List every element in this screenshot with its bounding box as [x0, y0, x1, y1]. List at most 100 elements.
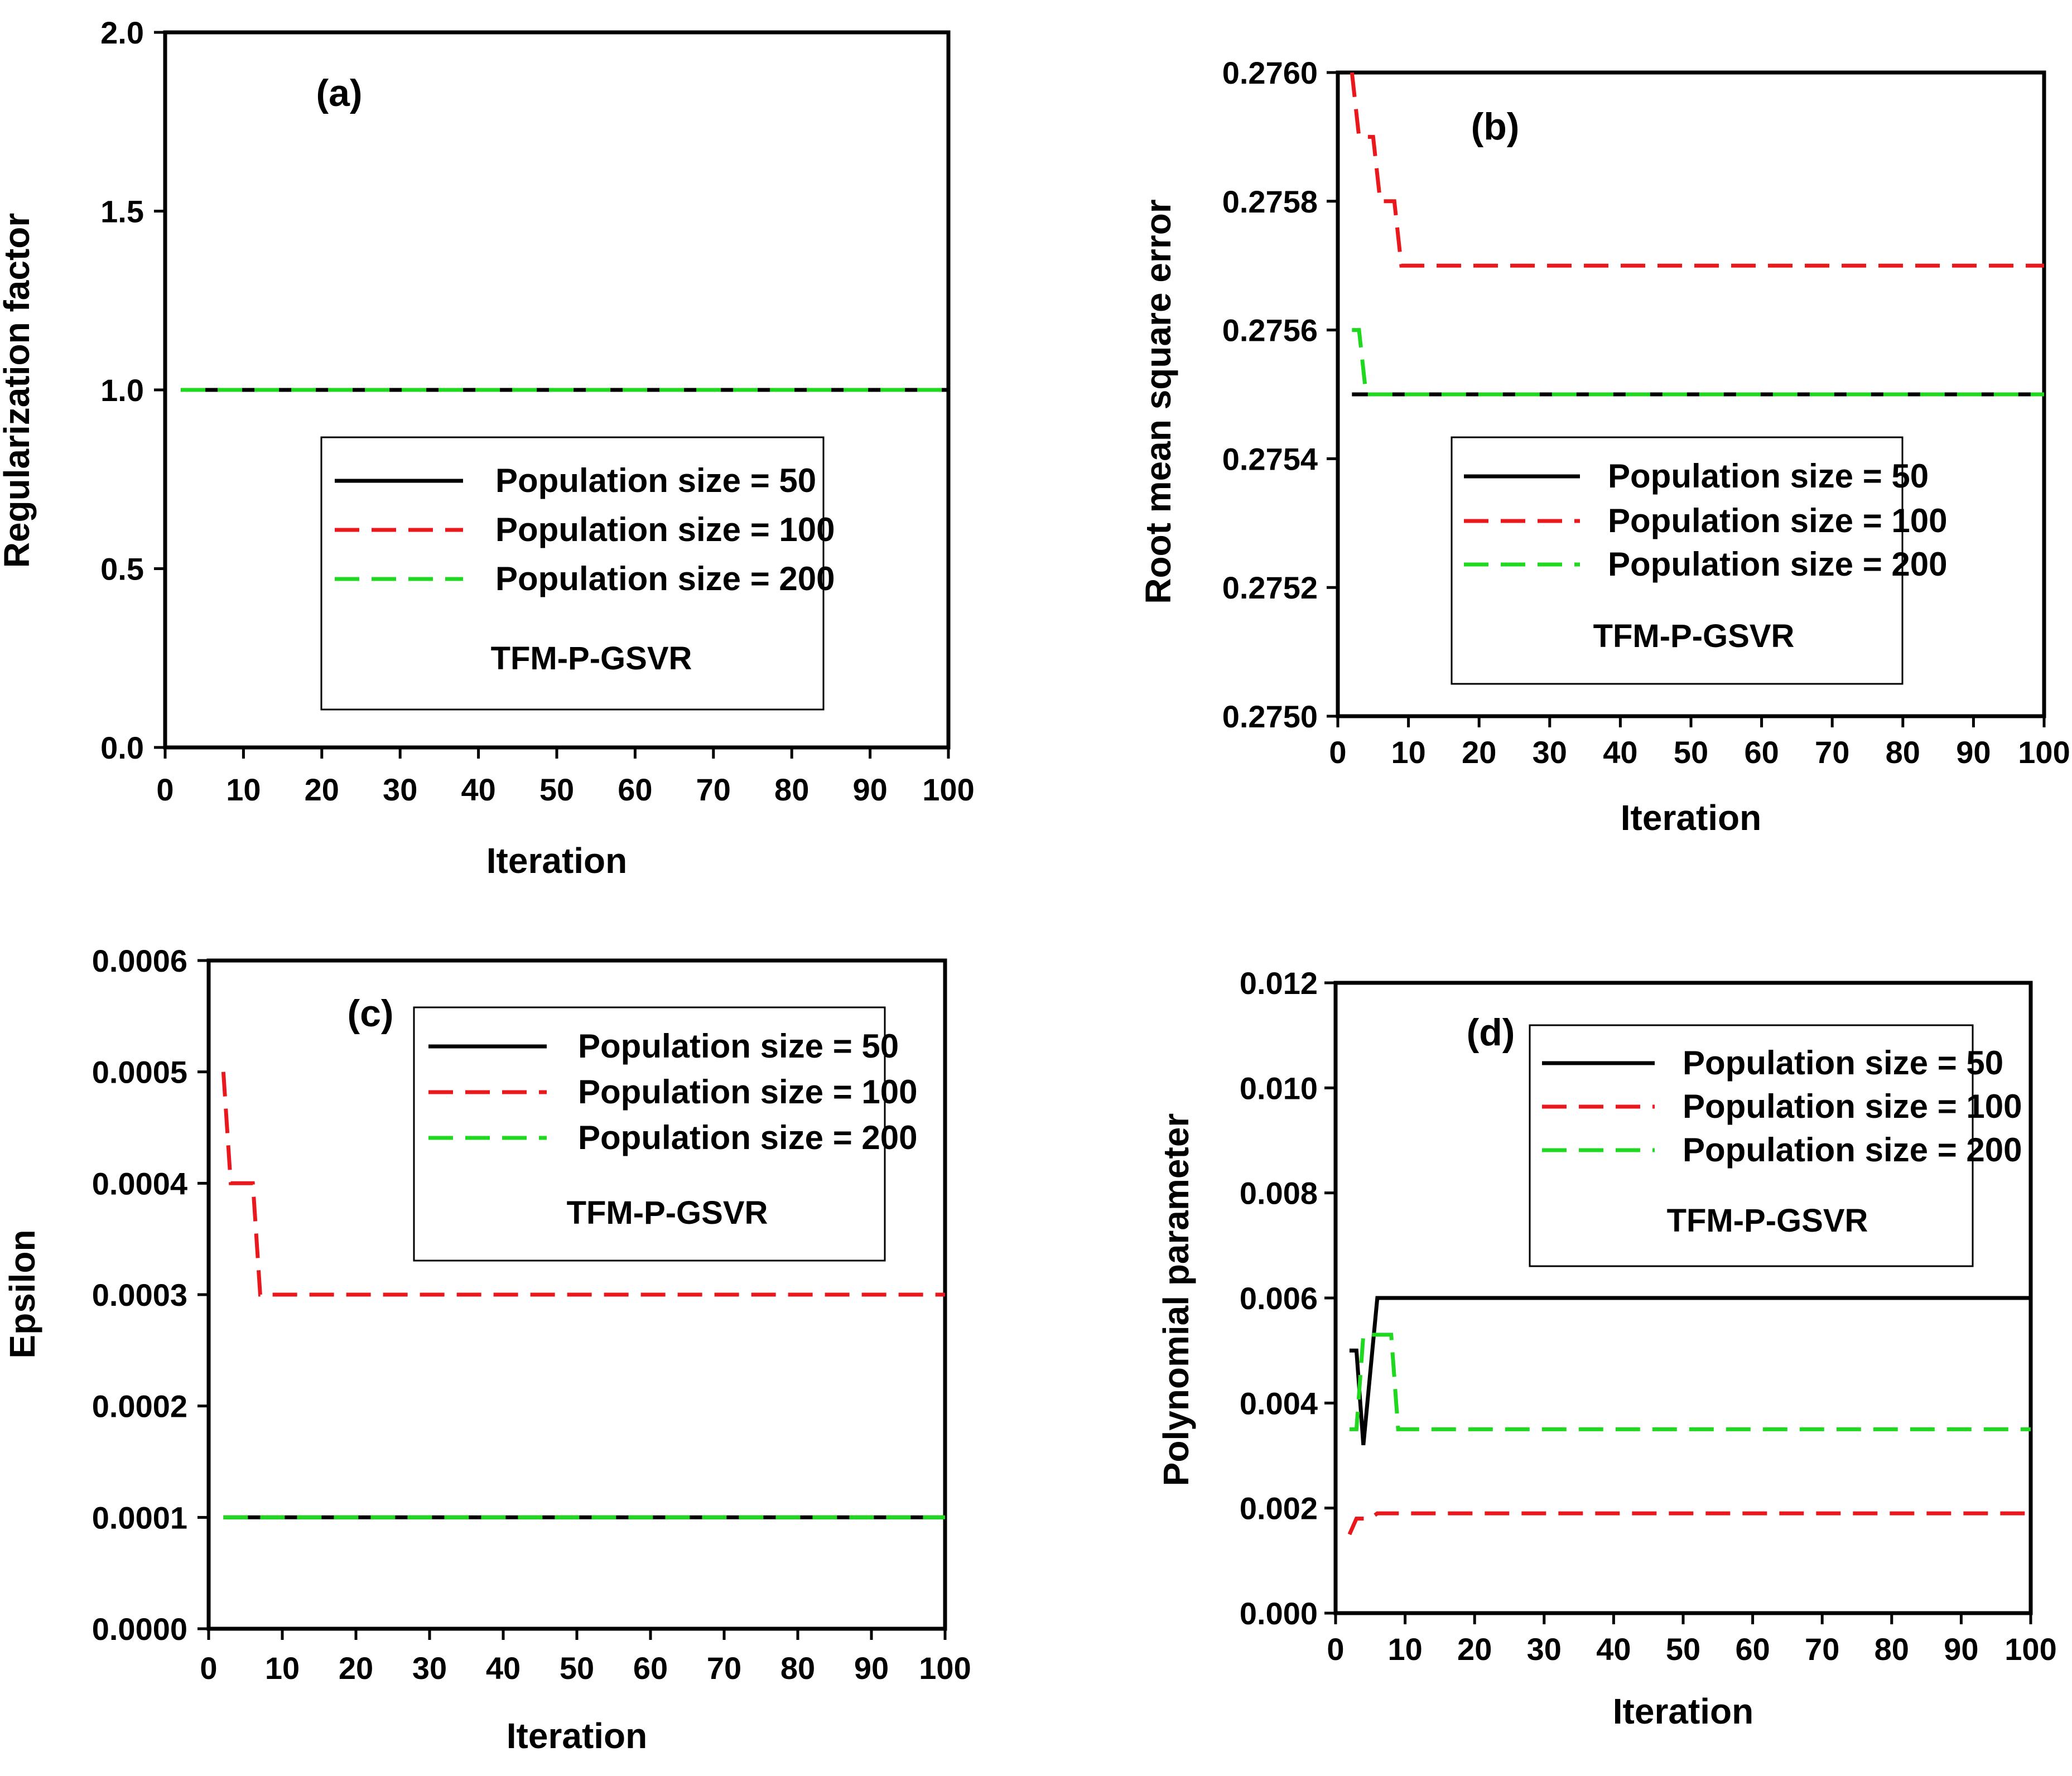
legend-entry: Population size = 100 [1608, 502, 1948, 539]
model-annotation: TFM-P-GSVR [1667, 1203, 1868, 1239]
panel-label: (a) [316, 72, 362, 114]
y-tick-label: 0.0001 [92, 1500, 187, 1535]
x-tick-label: 80 [780, 1650, 815, 1686]
series-line-pop50 [1349, 1296, 2031, 1446]
x-tick-label: 70 [1815, 735, 1849, 770]
x-axis-title: Iteration [1621, 798, 1761, 838]
x-axis-title: Iteration [486, 841, 627, 881]
legend-entry: Population size = 50 [1683, 1044, 2003, 1082]
x-tick-label: 100 [2004, 1632, 2056, 1667]
x-tick-label: 10 [1387, 1632, 1422, 1667]
x-tick-label: 70 [707, 1650, 741, 1686]
x-tick-label: 20 [1457, 1632, 1492, 1667]
x-axis-title: Iteration [1613, 1691, 1753, 1731]
legend-entry: Population size = 50 [1608, 457, 1929, 495]
y-axis-title: Polynomial parameter [1156, 1113, 1196, 1487]
x-tick-label: 30 [1533, 735, 1567, 770]
y-tick-label: 0.0005 [92, 1055, 187, 1090]
legend-entry: Population size = 100 [578, 1073, 918, 1111]
x-tick-label: 60 [1744, 735, 1779, 770]
y-axis-title: Root mean square error [1138, 199, 1178, 604]
legend-entry: Population size = 200 [1608, 546, 1948, 583]
x-tick-label: 50 [539, 772, 574, 807]
x-tick-label: 90 [854, 1650, 889, 1686]
x-tick-label: 60 [1735, 1632, 1770, 1667]
x-tick-label: 90 [1956, 735, 1991, 770]
x-tick-label: 80 [1875, 1632, 1909, 1667]
series-line-pop100 [1347, 1511, 2031, 1536]
model-annotation: TFM-P-GSVR [567, 1195, 768, 1231]
y-tick-label: 0.2758 [1222, 184, 1318, 219]
model-annotation: TFM-P-GSVR [491, 640, 692, 677]
x-axis-title: Iteration [507, 1716, 647, 1756]
y-tick-label: 0.2760 [1222, 55, 1318, 90]
x-tick-label: 40 [486, 1650, 521, 1686]
x-tick-label: 10 [1391, 735, 1425, 770]
y-tick-label: 0.2754 [1222, 441, 1318, 476]
y-axis-title: Regularization factor [0, 213, 37, 568]
legend-entry: Population size = 200 [1683, 1131, 2022, 1169]
x-tick-label: 100 [2018, 735, 2070, 770]
x-tick-label: 30 [383, 772, 417, 807]
x-tick-label: 100 [919, 1650, 971, 1686]
chart-panel-3: 0 10 20 30 40 50 60 70 80 90 100 0.0000 0.0001 0.0002… [2, 943, 971, 1756]
x-tick-label: 50 [1666, 1632, 1700, 1667]
legend: Population size = 50 Population size = 10… [1451, 436, 1948, 685]
x-tick-label: 20 [305, 772, 339, 807]
y-tick-label: 0.006 [1240, 1281, 1318, 1316]
y-tick-label: 0.0000 [92, 1611, 187, 1647]
x-tick-label: 90 [852, 772, 887, 807]
legend: Population size = 50 Population size = 10… [1529, 1024, 2022, 1267]
y-tick-label: 1.5 [100, 194, 144, 229]
x-tick-label: 0 [156, 772, 174, 807]
y-tick-label: 0.5 [100, 552, 144, 587]
y-tick-label: 0.010 [1240, 1070, 1318, 1106]
y-tick-label: 2.0 [100, 15, 144, 50]
y-tick-label: 0.0006 [92, 943, 187, 978]
legend-entry: Population size = 200 [495, 560, 835, 597]
panel-label: (c) [347, 992, 393, 1035]
y-tick-label: 0.2756 [1222, 313, 1318, 348]
y-tick-label: 0.004 [1240, 1386, 1318, 1421]
x-tick-label: 100 [922, 772, 974, 807]
model-annotation: TFM-P-GSVR [1593, 618, 1795, 654]
y-tick-label: 0.000 [1240, 1596, 1318, 1631]
x-tick-label: 70 [1805, 1632, 1839, 1667]
x-tick-label: 60 [618, 772, 652, 807]
panel-label: (d) [1467, 1011, 1515, 1054]
x-tick-label: 10 [226, 772, 261, 807]
chart-panel-4: 0 10 20 30 40 50 60 70 80 90 100 0.000 0.002 0.004 0.0… [1156, 966, 2057, 1731]
y-tick-label: 0.0004 [92, 1166, 187, 1201]
chart-panel-1: 0 10 20 30 40 50 60 70 80 90 100 0.0 0.5 1.0 1.5 2.0 Ite… [0, 15, 975, 881]
legend: Population size = 50 Population size = 10… [320, 436, 835, 711]
legend-entry: Population size = 50 [578, 1027, 899, 1065]
y-tick-label: 1.0 [100, 373, 144, 408]
y-tick-label: 0.012 [1240, 966, 1318, 1001]
panel-label: (b) [1471, 105, 1520, 148]
x-tick-label: 0 [1329, 735, 1346, 770]
x-tick-label: 80 [774, 772, 809, 807]
legend-entry: Population size = 100 [1683, 1088, 2022, 1125]
x-tick-label: 30 [412, 1650, 447, 1686]
series-line-pop200 [1349, 1333, 2031, 1431]
x-tick-label: 20 [339, 1650, 373, 1686]
x-tick-label: 0 [200, 1650, 217, 1686]
y-tick-label: 0.0 [100, 730, 144, 765]
legend-box [1451, 436, 1904, 685]
x-tick-label: 40 [1603, 735, 1637, 770]
y-tick-label: 0.008 [1240, 1176, 1318, 1211]
y-axis-title: Epsilon [2, 1229, 42, 1358]
x-tick-label: 70 [696, 772, 731, 807]
y-tick-label: 0.002 [1240, 1491, 1318, 1526]
series-line-pop100 [1350, 72, 2044, 268]
legend-entry: Population size = 100 [495, 511, 835, 548]
series-line-pop200 [1352, 328, 2044, 397]
x-tick-label: 40 [1596, 1632, 1631, 1667]
legend: Population size = 50 Population size = 10… [413, 1006, 918, 1262]
legend-box [413, 1006, 886, 1262]
x-tick-label: 60 [633, 1650, 668, 1686]
legend-entry: Population size = 200 [578, 1119, 918, 1156]
y-tick-label: 0.0003 [92, 1277, 187, 1312]
x-tick-label: 80 [1886, 735, 1920, 770]
